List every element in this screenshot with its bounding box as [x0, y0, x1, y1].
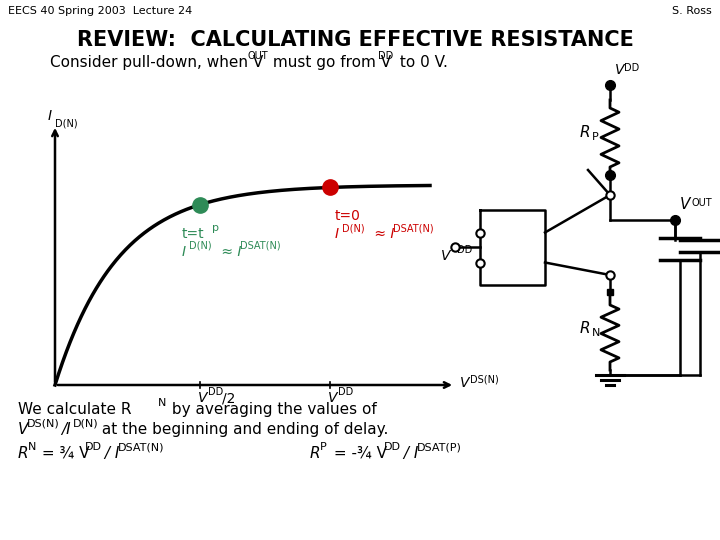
Text: DSAT(N): DSAT(N) — [240, 241, 281, 251]
Text: DD: DD — [378, 51, 393, 61]
Text: V: V — [460, 376, 469, 390]
Text: = -¾ V: = -¾ V — [329, 446, 387, 461]
Text: p: p — [212, 222, 219, 233]
Text: t=t: t=t — [182, 227, 204, 241]
Text: V: V — [18, 422, 28, 437]
Text: DD: DD — [85, 442, 102, 452]
Text: N: N — [28, 442, 37, 452]
Text: /2: /2 — [222, 391, 235, 405]
Text: N: N — [592, 327, 600, 338]
Text: D(N): D(N) — [73, 418, 99, 428]
Text: DSAT(P): DSAT(P) — [417, 442, 462, 452]
Text: DD: DD — [624, 63, 639, 73]
Text: / I: / I — [100, 446, 120, 461]
Text: = ¾ V: = ¾ V — [37, 446, 89, 461]
Text: OUT: OUT — [247, 51, 268, 61]
Text: Consider pull-down, when V: Consider pull-down, when V — [50, 55, 264, 70]
Text: D(N): D(N) — [189, 241, 212, 251]
Text: DD: DD — [338, 387, 354, 397]
Text: V: V — [328, 391, 338, 405]
Text: DS(N): DS(N) — [27, 418, 60, 428]
Text: V: V — [441, 249, 450, 263]
Text: by averaging the values of: by averaging the values of — [167, 402, 377, 417]
Text: t=0: t=0 — [335, 210, 361, 224]
Text: R: R — [580, 321, 590, 336]
Text: V: V — [680, 197, 690, 212]
Text: DD: DD — [384, 442, 401, 452]
Text: D(N): D(N) — [342, 224, 364, 233]
Text: /I: /I — [61, 422, 71, 437]
Text: REVIEW:  CALCULATING EFFECTIVE RESISTANCE: REVIEW: CALCULATING EFFECTIVE RESISTANCE — [76, 30, 634, 50]
Text: / I: / I — [399, 446, 418, 461]
Text: DSAT(N): DSAT(N) — [118, 442, 164, 452]
Text: OUT: OUT — [691, 198, 711, 208]
Text: P: P — [320, 442, 327, 452]
Text: P: P — [592, 132, 599, 141]
Text: must go from V: must go from V — [268, 55, 391, 70]
Text: at the beginning and ending of delay.: at the beginning and ending of delay. — [97, 422, 388, 437]
Text: V: V — [615, 63, 624, 77]
Text: I: I — [335, 227, 339, 241]
Text: N: N — [158, 398, 166, 408]
Text: R: R — [18, 446, 29, 461]
Text: EECS 40 Spring 2003  Lecture 24: EECS 40 Spring 2003 Lecture 24 — [8, 6, 192, 16]
Text: I: I — [182, 245, 186, 259]
Text: ≈ I: ≈ I — [370, 227, 395, 241]
Text: DD: DD — [208, 387, 223, 397]
Text: D(N): D(N) — [55, 119, 78, 129]
Text: DS(N): DS(N) — [470, 374, 499, 384]
Text: to 0 V.: to 0 V. — [395, 55, 448, 70]
Text: I: I — [48, 109, 52, 123]
Text: S. Ross: S. Ross — [672, 6, 712, 16]
Text: DD: DD — [457, 245, 472, 255]
Text: V: V — [198, 391, 207, 405]
Text: We calculate R: We calculate R — [18, 402, 132, 417]
Text: R: R — [580, 125, 590, 140]
Text: R: R — [310, 446, 320, 461]
Text: ≈ I: ≈ I — [217, 245, 241, 259]
Text: DSAT(N): DSAT(N) — [393, 224, 433, 233]
